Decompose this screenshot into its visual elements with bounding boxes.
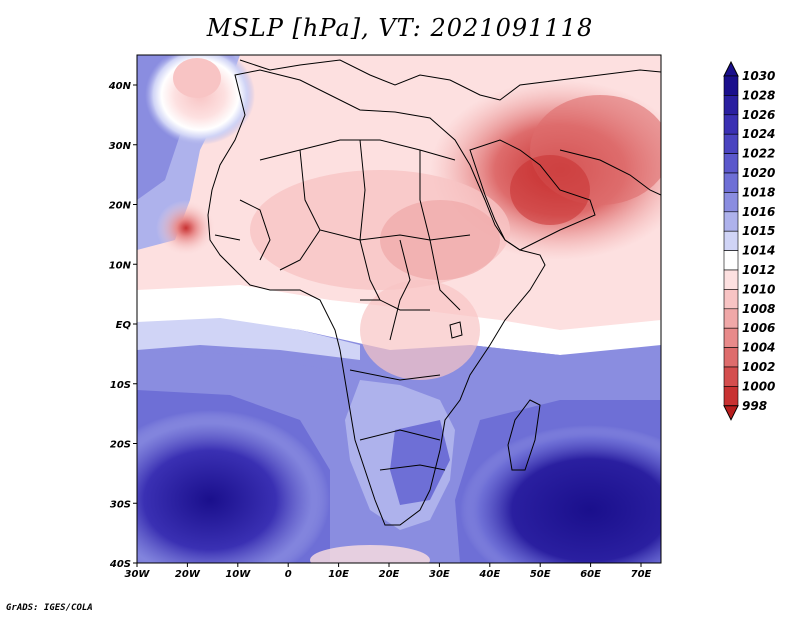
lat-tick-label: EQ: [116, 320, 132, 331]
chart-title: MSLP [hPa], VT: 2021091118: [206, 14, 594, 42]
lat-tick-label: 20S: [110, 440, 131, 451]
colorbar-label: 1004: [742, 341, 775, 355]
colorbar-label: 998: [742, 399, 767, 413]
lat-tick-label: 10N: [109, 260, 132, 271]
longitude-axis: 30W 20W 10W 0 10E 20E 30E 40E 50E 60E 70E: [125, 563, 652, 580]
lon-tick-label: 60E: [580, 569, 601, 580]
lon-tick-label: 30E: [429, 569, 450, 580]
lon-tick-label: 20W: [175, 569, 201, 580]
lon-tick-label: 50E: [530, 569, 551, 580]
lon-tick-label: 10E: [328, 569, 349, 580]
colorbar-label: 1028: [742, 88, 775, 102]
latitude-axis: 40N 30N 20N 10N EQ 10S 20S 30S 40S: [108, 81, 137, 570]
colorbar-swatch: [723, 95, 739, 116]
colorbar-swatch: [723, 250, 739, 271]
lat-tick-label: 30S: [110, 499, 131, 510]
colorbar-swatch: [723, 211, 739, 232]
colorbar-swatch: [723, 114, 739, 135]
colorbar-swatch: [723, 289, 739, 310]
colorbar-label: 1022: [742, 147, 775, 161]
lat-tick-label: 30N: [109, 141, 132, 152]
colorbar-label: 1024: [742, 127, 775, 141]
colorbar-label: 1006: [742, 321, 775, 335]
colorbar-swatch: [723, 366, 739, 387]
lat-tick-label: 20N: [109, 201, 132, 212]
colorbar-swatch: [723, 133, 739, 154]
colorbar-label: 1014: [742, 244, 775, 258]
colorbar-swatch: [723, 386, 739, 407]
lat-tick-label: 10S: [110, 380, 131, 391]
colorbar-swatch: [723, 327, 739, 348]
colorbar-label: 1030: [742, 69, 775, 83]
colorbar-label: 1000: [742, 379, 775, 393]
colorbar-swatch: [723, 153, 739, 174]
colorbar-swatch: [723, 192, 739, 213]
colorbar-swatch: [723, 308, 739, 329]
colorbar-swatch: [723, 75, 739, 96]
lon-tick-label: 0: [285, 569, 292, 580]
colorbar-label: 1016: [742, 205, 775, 219]
colorbar-label: 1002: [742, 360, 775, 374]
colorbar-bottom-arrow: [723, 405, 739, 421]
colorbar-label: 1020: [742, 166, 775, 180]
colorbar: 1030 1028 1026 1024 1022 1020 1018 1016 1015 1014…: [723, 60, 775, 421]
colorbar-swatch: [723, 172, 739, 193]
lon-tick-label: 30W: [125, 569, 151, 580]
colorbar-label: 1026: [742, 108, 775, 122]
colorbar-top-arrow: [723, 60, 739, 77]
colorbar-swatch: [723, 347, 739, 368]
colorbar-label: 1008: [742, 302, 775, 316]
lon-tick-label: 70E: [631, 569, 652, 580]
map-frame: [136, 54, 662, 564]
credit-text: GrADS: IGES/COLA: [6, 603, 93, 613]
colorbar-label: 1012: [742, 263, 775, 277]
colorbar-swatch: [723, 230, 739, 251]
colorbar-label: 1015: [742, 224, 775, 238]
colorbar-label: 1018: [742, 185, 775, 199]
pressure-field: [137, 55, 661, 563]
lon-tick-label: 10W: [225, 569, 251, 580]
lon-tick-label: 40E: [478, 569, 500, 580]
coastlines: [207, 59, 661, 526]
lat-tick-label: 40S: [109, 559, 131, 570]
colorbar-label: 1010: [742, 282, 775, 296]
lon-tick-label: 20E: [379, 569, 400, 580]
colorbar-swatch: [723, 269, 739, 290]
lat-tick-label: 40N: [108, 81, 132, 92]
